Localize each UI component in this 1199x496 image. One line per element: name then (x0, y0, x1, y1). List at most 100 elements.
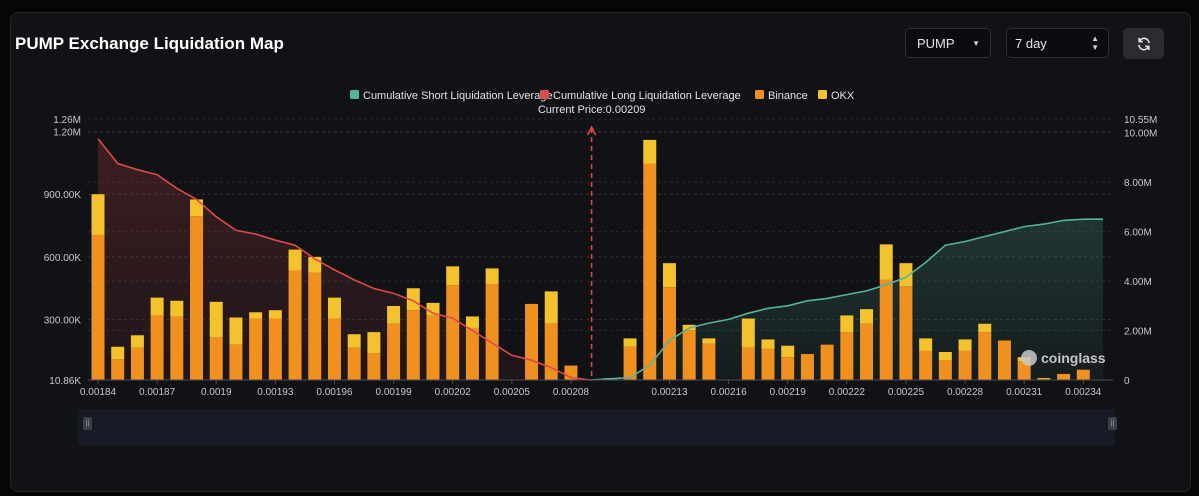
x-tick-label: 0.00222 (829, 387, 866, 398)
current-price-label: Current Price:0.00209 (538, 104, 646, 116)
line-series (97, 138, 1103, 381)
bar-binance (387, 323, 401, 380)
x-tick-label: 0.00234 (1065, 387, 1102, 398)
bar-binance (190, 216, 204, 380)
bar-binance (761, 348, 775, 380)
bar-okx (879, 244, 893, 280)
bar-binance (860, 323, 874, 380)
bar-okx (899, 263, 913, 287)
bar-binance (406, 310, 420, 380)
bar-okx (288, 249, 302, 271)
bar-binance (426, 315, 440, 380)
bar-okx (761, 339, 775, 349)
zoom-slider[interactable]: || || (78, 409, 1117, 446)
x-tick-label: 0.00196 (316, 387, 353, 398)
bar-okx (978, 323, 992, 333)
bar-binance (268, 318, 282, 380)
area-fills (98, 138, 1103, 380)
y-right-tick-label: 0 (1124, 376, 1130, 387)
legend-swatch (540, 90, 549, 99)
legend-label: Binance (768, 90, 808, 102)
x-tick-label: 0.00184 (80, 387, 117, 398)
bar-binance (997, 340, 1011, 380)
watermark: coinglass (1021, 350, 1106, 366)
bar-binance (288, 270, 302, 380)
y-left-tick-label: 900.00K (44, 190, 82, 201)
bar-binance (229, 344, 243, 380)
refresh-button[interactable] (1123, 28, 1164, 59)
y-right-tick-label: 10.55M (1124, 115, 1157, 126)
legend[interactable]: Cumulative Short Liquidation Leverage Cum… (350, 90, 855, 102)
bar-okx (367, 332, 381, 354)
bar-okx (446, 266, 460, 286)
y-right-tick-label: 8.00M (1124, 178, 1152, 189)
x-tick-label: 0.00231 (1006, 387, 1043, 398)
y-left-tick-label: 600.00K (44, 253, 82, 264)
bar-okx (190, 199, 204, 217)
bar-okx (544, 291, 558, 324)
y-right-tick-label: 2.00M (1124, 327, 1152, 338)
bar-okx (781, 345, 795, 358)
x-tick-label: 0.00187 (139, 387, 176, 398)
legend-label: Cumulative Short Liquidation Leverage (363, 90, 553, 102)
y-left-tick-label: 300.00K (44, 316, 82, 327)
slider-right-handle[interactable]: || (1108, 417, 1117, 430)
current-price-arrow (586, 125, 597, 136)
bar-binance (840, 332, 854, 380)
cumulative-short-line (590, 218, 1103, 381)
bar-binance (919, 350, 933, 380)
bar-okx (130, 335, 144, 348)
bar-binance (978, 332, 992, 380)
x-tick-label: 0.00219 (770, 387, 807, 398)
legend-label: OKX (831, 90, 855, 102)
bar-okx (170, 300, 184, 317)
bar-binance (643, 163, 657, 380)
cumulative-short-area (590, 219, 1103, 380)
bar-okx (938, 351, 952, 361)
bar-binance (741, 347, 755, 380)
x-tick-label: 0.00208 (553, 387, 590, 398)
bar-okx (741, 318, 755, 348)
range-select-value: 7 day (1015, 35, 1047, 51)
bar-okx (840, 315, 854, 333)
bar-binance (91, 234, 105, 380)
bar-okx (327, 297, 341, 319)
bar-okx (387, 306, 401, 324)
page-title: PUMP Exchange Liquidation Map (15, 34, 284, 53)
bar-okx (426, 302, 440, 316)
bar-binance (249, 318, 263, 380)
bar-okx (150, 297, 164, 316)
bar-series (91, 139, 1090, 380)
bar-binance (150, 315, 164, 380)
bar-binance (525, 303, 539, 380)
bar-binance (879, 279, 893, 380)
bar-okx (485, 268, 499, 285)
bar-okx (623, 338, 637, 347)
legend-label: Cumulative Long Liquidation Leverage (553, 90, 741, 102)
symbol-select[interactable]: PUMP ▼ (905, 28, 991, 58)
range-select[interactable]: 7 day ▲ ▼ (1006, 28, 1109, 58)
bar-binance (308, 272, 322, 380)
bar-binance (465, 327, 479, 380)
bar-okx (702, 338, 716, 344)
bar-binance (170, 316, 184, 380)
x-tick-label: 0.00213 (651, 387, 688, 398)
bar-okx (229, 317, 243, 345)
legend-swatch (350, 90, 359, 99)
legend-swatch (755, 90, 764, 99)
slider-left-handle[interactable]: || (83, 417, 92, 430)
x-tick-label: 0.00193 (257, 387, 294, 398)
x-tick-label: 0.00202 (435, 387, 472, 398)
bar-binance (623, 346, 637, 380)
bar-okx (268, 310, 282, 319)
bar-okx (919, 338, 933, 351)
current-price-marker: Current Price:0.00209 (538, 104, 646, 380)
bar-binance (111, 359, 125, 380)
x-tick-label: 0.00205 (494, 387, 531, 398)
bar-binance (1057, 373, 1071, 380)
bar-binance (1017, 361, 1031, 380)
watermark-text: coinglass (1041, 350, 1106, 366)
bar-binance (367, 353, 381, 380)
bar-binance (702, 343, 716, 380)
